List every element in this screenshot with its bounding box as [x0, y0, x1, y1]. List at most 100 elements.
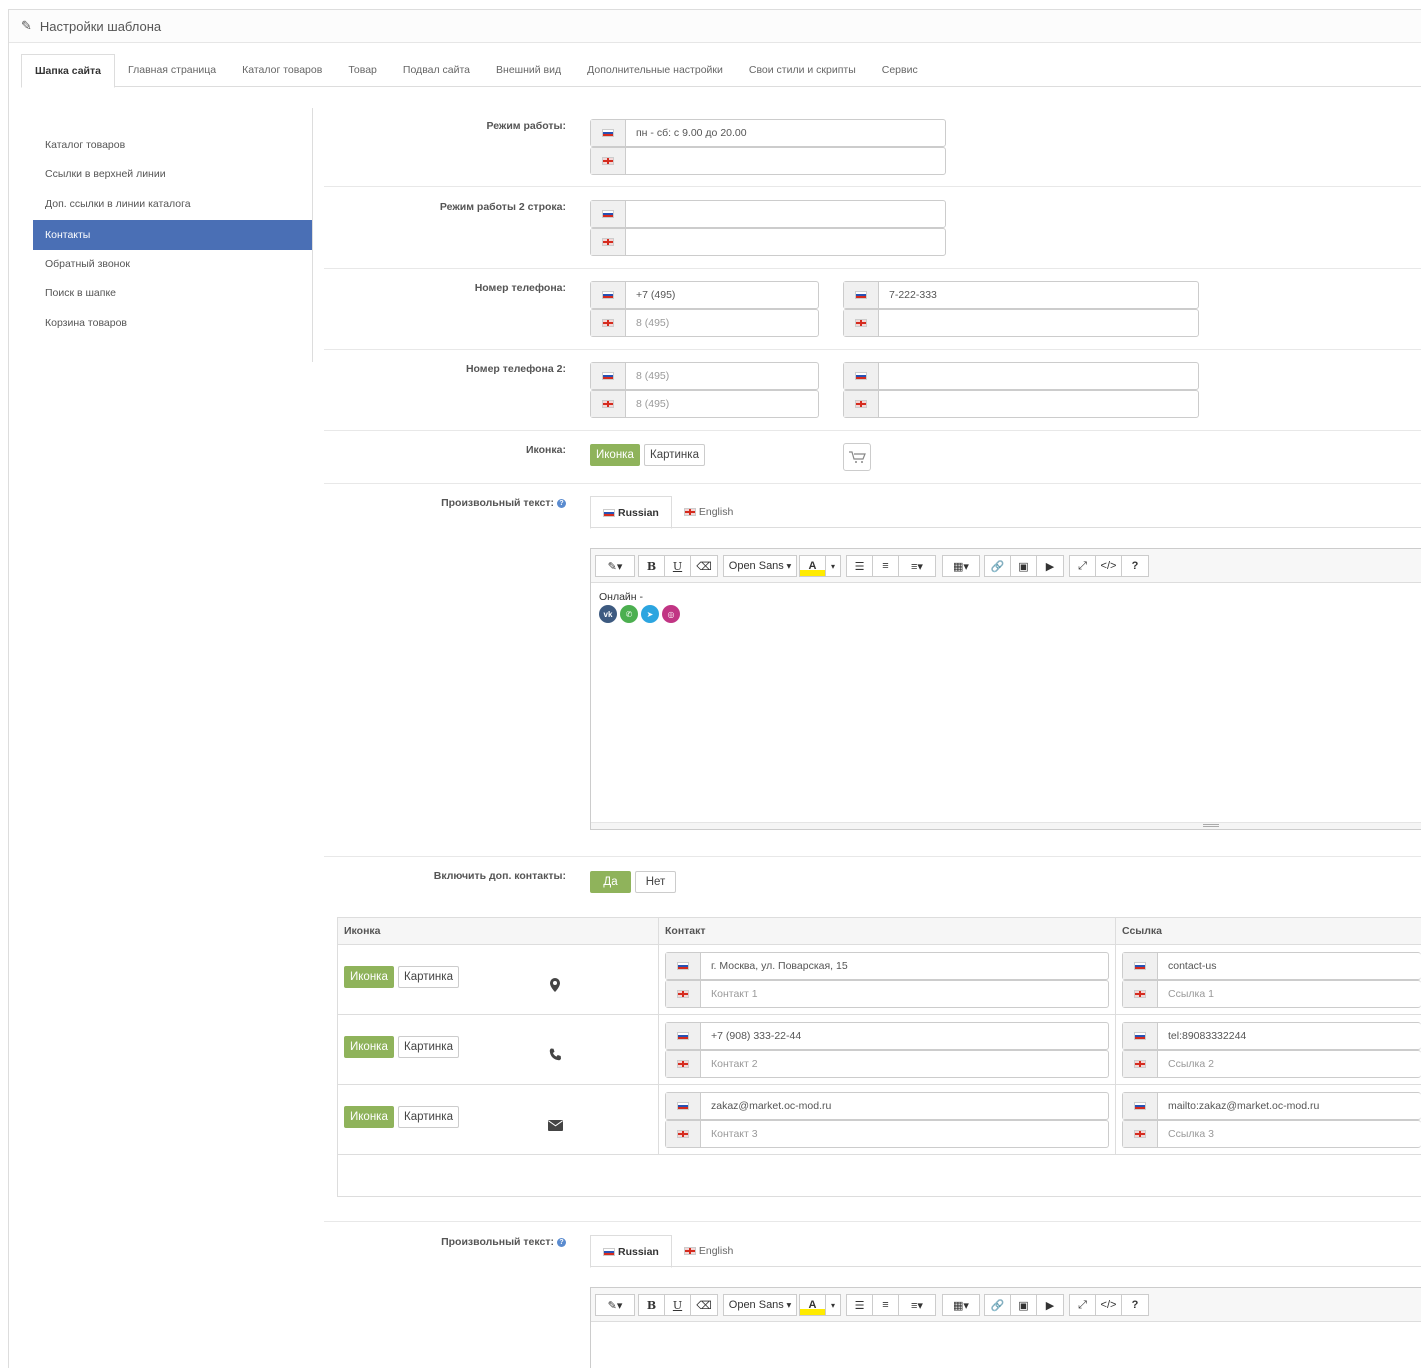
- help-icon[interactable]: ?: [557, 1238, 566, 1247]
- extra-contacts-yes-button[interactable]: Да: [590, 871, 631, 893]
- sidebar-item-catalog[interactable]: Каталог товаров: [45, 139, 126, 151]
- tab-catalog[interactable]: Каталог товаров: [242, 64, 323, 76]
- row2-image-button[interactable]: Картинка: [398, 1036, 459, 1058]
- fullscreen-icon[interactable]: ⤢: [1070, 1295, 1096, 1315]
- eraser-icon[interactable]: ⌫: [696, 560, 712, 573]
- row1-contact-en-input[interactable]: [701, 981, 1108, 1007]
- video-icon[interactable]: ▶: [1045, 560, 1055, 573]
- link-icon[interactable]: 🔗: [985, 1295, 1011, 1315]
- tab-header[interactable]: Шапка сайта: [21, 54, 115, 88]
- tab-home[interactable]: Главная страница: [128, 64, 217, 76]
- ordered-list-icon[interactable]: ≡: [873, 556, 899, 576]
- sidebar-item-catalog-links[interactable]: Доп. ссылки в линии каталога: [45, 198, 191, 210]
- help-button[interactable]: ?: [1131, 560, 1139, 572]
- lang-tab-english[interactable]: English: [672, 1235, 745, 1267]
- color-dropdown-icon[interactable]: ▾: [830, 561, 835, 571]
- lang-tab-english[interactable]: English: [672, 496, 745, 528]
- phone-number-en-input[interactable]: [879, 310, 1198, 336]
- row1-icon-button[interactable]: Иконка: [344, 966, 394, 988]
- sidebar-item-search[interactable]: Поиск в шапке: [45, 287, 117, 299]
- image-icon[interactable]: ▣: [1011, 556, 1037, 576]
- image-icon[interactable]: ▣: [1011, 1295, 1037, 1315]
- underline-button[interactable]: U: [665, 556, 691, 576]
- phone2-code-en-input[interactable]: [626, 391, 818, 417]
- row3-contact-ru-input[interactable]: [701, 1093, 1108, 1119]
- highlight-color-icon[interactable]: A: [800, 556, 826, 576]
- phone2-number-en-input[interactable]: [879, 391, 1198, 417]
- map-marker-icon[interactable]: [550, 978, 560, 995]
- tab-service[interactable]: Сервис: [881, 64, 918, 76]
- table-icon[interactable]: ▦▾: [953, 1299, 969, 1312]
- bold-button[interactable]: B: [639, 556, 665, 576]
- link-icon[interactable]: 🔗: [985, 556, 1011, 576]
- work-mode-ru-input[interactable]: [626, 120, 945, 146]
- ordered-list-icon[interactable]: ≡: [873, 1295, 899, 1315]
- help-icon[interactable]: ?: [557, 499, 566, 508]
- tab-additional[interactable]: Дополнительные настройки: [587, 64, 723, 76]
- sidebar-item-cart[interactable]: Корзина товаров: [45, 317, 128, 329]
- row2-icon-button[interactable]: Иконка: [344, 1036, 394, 1058]
- row2-contact-ru-input[interactable]: [701, 1023, 1108, 1049]
- phone2-label: Номер телефона 2:: [465, 363, 566, 375]
- unordered-list-icon[interactable]: ☰: [847, 556, 873, 576]
- lang-tab-russian[interactable]: Russian: [590, 496, 672, 529]
- bold-button[interactable]: B: [639, 1295, 665, 1315]
- tab-custom-styles[interactable]: Свои стили и скрипты: [748, 64, 856, 76]
- row3-image-button[interactable]: Картинка: [398, 1106, 459, 1128]
- row2-link-ru-input[interactable]: [1158, 1023, 1421, 1049]
- magic-wand-icon[interactable]: ✎▾: [607, 560, 623, 573]
- tab-product[interactable]: Товар: [348, 64, 377, 76]
- lang-tab-russian[interactable]: Russian: [590, 1235, 672, 1268]
- sidebar-item-contacts[interactable]: Контакты: [33, 220, 312, 250]
- row1-link-ru-input[interactable]: [1158, 953, 1421, 979]
- help-button[interactable]: ?: [1131, 1299, 1139, 1311]
- highlight-color-icon[interactable]: A: [800, 1295, 826, 1315]
- cart-icon[interactable]: [843, 443, 871, 471]
- fullscreen-icon[interactable]: ⤢: [1070, 556, 1096, 576]
- editor-resize-handle[interactable]: [591, 822, 1421, 829]
- phone-code-ru-input[interactable]: [626, 282, 818, 308]
- row2-contact-en-input[interactable]: [701, 1051, 1108, 1077]
- phone2-number-ru-input[interactable]: [879, 363, 1198, 389]
- align-icon[interactable]: ≡▾: [911, 1299, 923, 1312]
- row3-link-ru-input[interactable]: [1158, 1093, 1421, 1119]
- extra-contacts-no-button[interactable]: Нет: [635, 871, 676, 893]
- align-icon[interactable]: ≡▾: [911, 560, 923, 573]
- row3-contact-en-input[interactable]: [701, 1121, 1108, 1147]
- editor-content[interactable]: Онлайн - vk ✆ ➤ ◎: [591, 583, 1421, 631]
- row1-image-button[interactable]: Картинка: [398, 966, 459, 988]
- editor-content[interactable]: [591, 1322, 1421, 1368]
- flag-en-icon: [677, 990, 689, 998]
- work-mode2-ru-input[interactable]: [626, 201, 945, 227]
- icon-mode-button[interactable]: Иконка: [590, 444, 640, 466]
- image-mode-button[interactable]: Картинка: [644, 444, 705, 466]
- eraser-icon[interactable]: ⌫: [696, 1299, 712, 1312]
- code-view-icon[interactable]: </>: [1096, 556, 1122, 576]
- sidebar-item-top-links[interactable]: Ссылки в верхней линии: [45, 168, 166, 180]
- phone-icon[interactable]: [549, 1048, 562, 1064]
- row2-link-en-input[interactable]: [1158, 1051, 1421, 1077]
- work-mode-en-input[interactable]: [626, 148, 945, 174]
- color-dropdown-icon[interactable]: ▾: [830, 1300, 835, 1310]
- tab-appearance[interactable]: Внешний вид: [496, 64, 562, 76]
- phone2-code-ru-input[interactable]: [626, 363, 818, 389]
- sidebar-item-callback[interactable]: Обратный звонок: [45, 258, 130, 270]
- table-icon[interactable]: ▦▾: [953, 560, 969, 573]
- row3-icon-button[interactable]: Иконка: [344, 1106, 394, 1128]
- video-icon[interactable]: ▶: [1045, 1299, 1055, 1312]
- font-select[interactable]: Open Sans ▾: [724, 1295, 796, 1315]
- tab-footer[interactable]: Подвал сайта: [402, 64, 471, 76]
- phone-number-ru-input[interactable]: [879, 282, 1198, 308]
- work-mode2-en-input[interactable]: [626, 229, 945, 255]
- magic-wand-icon[interactable]: ✎▾: [607, 1299, 623, 1312]
- code-view-icon[interactable]: </>: [1096, 1295, 1122, 1315]
- row1-link-en-input[interactable]: [1158, 981, 1421, 1007]
- phone-code-en-input[interactable]: [626, 310, 818, 336]
- flag-ru-icon: [855, 372, 867, 380]
- underline-button[interactable]: U: [665, 1295, 691, 1315]
- unordered-list-icon[interactable]: ☰: [847, 1295, 873, 1315]
- row3-link-en-input[interactable]: [1158, 1121, 1421, 1147]
- envelope-icon[interactable]: [548, 1120, 563, 1134]
- font-select[interactable]: Open Sans ▾: [724, 556, 796, 576]
- row1-contact-ru-input[interactable]: [701, 953, 1108, 979]
